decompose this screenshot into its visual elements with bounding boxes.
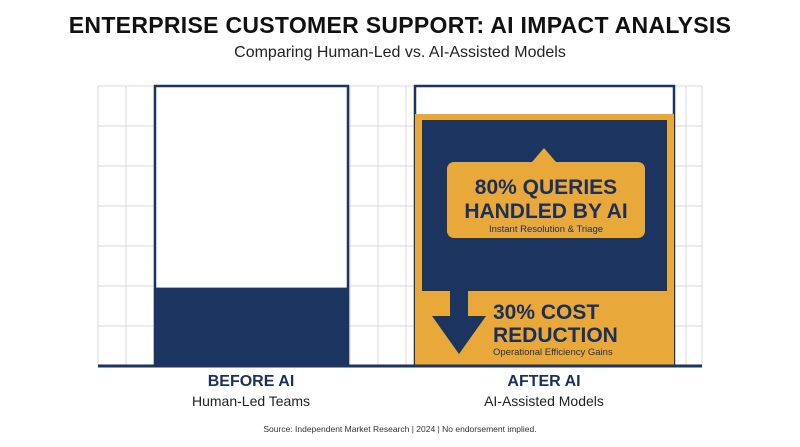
category-subtitle-after: AI-Assisted Models [484, 393, 604, 409]
chart-title: ENTERPRISE CUSTOMER SUPPORT: AI IMPACT A… [68, 12, 732, 38]
chart-subtitle: Comparing Human-Led vs. AI-Assisted Mode… [234, 44, 566, 61]
down-arrow-icon [432, 316, 486, 354]
category-subtitle-before: Human-Led Teams [191, 393, 311, 409]
bar-fill [155, 287, 348, 366]
annotation-subtext: Operational Efficiency Gains [493, 347, 613, 358]
category-label-after: AFTER AI [507, 373, 581, 390]
annotation-text: 30% COST [493, 301, 599, 324]
callout-box [447, 162, 645, 238]
annotation-text: HANDLED BY AI [464, 200, 627, 223]
category-label-before: BEFORE AI [207, 373, 295, 390]
up-arrow-icon [532, 148, 556, 162]
annotation-subtext: Instant Resolution & Triage [489, 224, 603, 235]
annotation-text: 80% QUERIES [475, 176, 617, 199]
annotation-text: REDUCTION [493, 324, 618, 347]
source-note: Source: Independent Market Research | 20… [263, 424, 537, 434]
down-arrow-shaft [450, 286, 468, 316]
